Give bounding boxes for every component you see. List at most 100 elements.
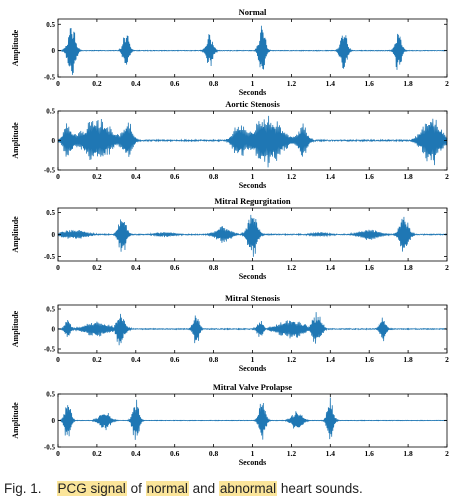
- x-tick-label: 0.2: [92, 263, 102, 272]
- x-tick-label: 0.2: [92, 449, 102, 458]
- x-tick-label: 1.8: [403, 172, 413, 181]
- y-tick-label: 0: [52, 47, 56, 55]
- x-tick-label: 2: [445, 79, 449, 88]
- panel-title: Mitral Stenosis: [225, 293, 281, 303]
- y-tick-label: 0: [52, 417, 56, 425]
- pcg-figure: Normal 0 0.2 0.4 0.6 0.8 1 1.2 1.4 1.6 1.8 2 -0.5 0 0.…: [0, 0, 457, 472]
- y-axis-label: Amplitude: [11, 216, 20, 253]
- x-tick-label: 1.8: [403, 79, 413, 88]
- y-tick-label: -0.5: [44, 167, 56, 175]
- x-tick-label: 2: [445, 172, 449, 181]
- x-tick-label: 0.4: [131, 355, 141, 364]
- y-tick-label: 0.5: [46, 108, 55, 116]
- x-tick-label: 0.8: [209, 355, 219, 364]
- x-tick-label: 0: [56, 355, 60, 364]
- x-axis-label: Seconds: [239, 364, 267, 373]
- x-tick-label: 0.6: [170, 355, 180, 364]
- caption-seg-4: abnormal: [219, 481, 277, 496]
- panel-title: Normal: [239, 7, 267, 17]
- y-tick-label: 0: [52, 137, 56, 145]
- x-tick-label: 0: [56, 263, 60, 272]
- x-tick-label: 0.8: [209, 263, 219, 272]
- signal-line: [58, 397, 447, 439]
- axes-box: [58, 19, 447, 77]
- x-tick-label: 1.6: [365, 172, 375, 181]
- caption-seg-0: PCG signal: [57, 481, 127, 496]
- y-tick-label: 0.5: [46, 209, 55, 217]
- x-tick-label: 1.2: [287, 355, 297, 364]
- y-axis-label: Amplitude: [11, 402, 20, 439]
- x-tick-label: 1.4: [326, 79, 336, 88]
- x-tick-label: 1: [251, 263, 255, 272]
- figure-caption: Fig. 1. PCG signal of normal and abnorma…: [4, 481, 454, 496]
- x-tick-label: 0.4: [131, 263, 141, 272]
- y-tick-label: 0.5: [46, 391, 55, 399]
- x-tick-label: 1: [251, 355, 255, 364]
- y-tick-label: 0.5: [46, 21, 55, 29]
- x-tick-label: 1.2: [287, 449, 297, 458]
- panel-3: Mitral Stenosis 0 0.2 0.4 0.6 0.8 1 1.2 1.4 1.6 1.…: [11, 293, 449, 373]
- panel-2: Mitral Regurgitation 0 0.2 0.4 0.6 0.8 1 1.2 1.4…: [11, 196, 449, 281]
- y-tick-label: 0: [52, 326, 56, 334]
- y-axis-label: Amplitude: [11, 122, 20, 159]
- signal-line: [58, 116, 447, 167]
- x-tick-label: 0: [56, 449, 60, 458]
- panel-4: Mitral Valve Prolapse 0 0.2 0.4 0.6 0.8 1 1.2 1.…: [11, 382, 449, 467]
- x-tick-label: 0.6: [170, 172, 180, 181]
- y-tick-label: 0: [52, 231, 56, 239]
- x-tick-label: 1.8: [403, 449, 413, 458]
- x-tick-label: 1: [251, 172, 255, 181]
- signal-line: [58, 312, 447, 345]
- x-tick-label: 1.4: [326, 355, 336, 364]
- x-tick-label: 0.4: [131, 79, 141, 88]
- x-tick-label: 0.8: [209, 172, 219, 181]
- panel-1: Aortic Stenosis 0 0.2 0.4 0.6 0.8 1 1.2 1.4 1.6 1.…: [11, 99, 449, 190]
- x-tick-label: 1.6: [365, 79, 375, 88]
- y-axis-label: Amplitude: [11, 29, 20, 66]
- panel-title: Mitral Regurgitation: [214, 196, 291, 206]
- x-tick-label: 1.8: [403, 355, 413, 364]
- x-axis-label: Seconds: [239, 88, 267, 97]
- x-tick-label: 1.4: [326, 449, 336, 458]
- y-tick-label: -0.5: [44, 346, 56, 354]
- y-tick-label: -0.5: [44, 74, 56, 82]
- panel-title: Aortic Stenosis: [225, 99, 280, 109]
- x-tick-label: 0: [56, 172, 60, 181]
- y-tick-label: -0.5: [44, 444, 56, 452]
- x-tick-label: 0.6: [170, 449, 180, 458]
- x-tick-label: 0.8: [209, 79, 219, 88]
- x-tick-label: 0.6: [170, 263, 180, 272]
- x-tick-label: 1.4: [326, 263, 336, 272]
- signal-line: [58, 26, 447, 75]
- caption-seg-1: of: [127, 481, 146, 496]
- x-tick-label: 1.2: [287, 79, 297, 88]
- x-axis-label: Seconds: [239, 272, 267, 281]
- x-tick-label: 2: [445, 263, 449, 272]
- x-tick-label: 1.2: [287, 172, 297, 181]
- x-tick-label: 1.6: [365, 355, 375, 364]
- x-tick-label: 0.2: [92, 172, 102, 181]
- caption-seg-3: and: [189, 481, 219, 496]
- caption-seg-5: heart sounds.: [277, 481, 363, 496]
- x-tick-label: 1.6: [365, 263, 375, 272]
- x-tick-label: 2: [445, 355, 449, 364]
- y-tick-label: -0.5: [44, 253, 56, 261]
- x-tick-label: 0: [56, 79, 60, 88]
- x-tick-label: 1.8: [403, 263, 413, 272]
- y-tick-label: 0.5: [46, 306, 55, 314]
- x-tick-label: 1: [251, 79, 255, 88]
- caption-prefix: Fig. 1.: [4, 481, 42, 496]
- y-axis-label: Amplitude: [11, 310, 20, 347]
- caption-seg-2: normal: [146, 481, 189, 496]
- panel-title: Mitral Valve Prolapse: [213, 382, 292, 392]
- x-tick-label: 0.8: [209, 449, 219, 458]
- x-tick-label: 0.6: [170, 79, 180, 88]
- x-tick-label: 2: [445, 449, 449, 458]
- x-tick-label: 0.4: [131, 449, 141, 458]
- x-axis-label: Seconds: [239, 458, 267, 467]
- x-axis-label: Seconds: [239, 181, 267, 190]
- x-tick-label: 1.2: [287, 263, 297, 272]
- x-tick-label: 1.4: [326, 172, 336, 181]
